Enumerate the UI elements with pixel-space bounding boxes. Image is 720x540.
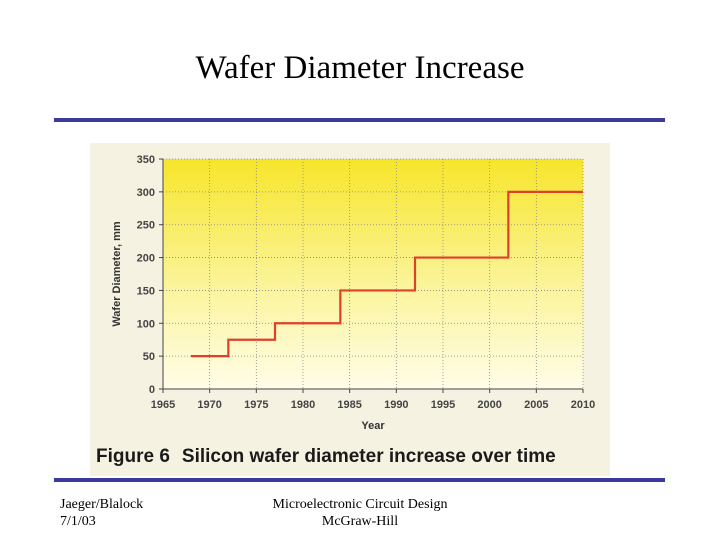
figure-number: Figure 6 xyxy=(96,446,170,467)
y-tick-label: 150 xyxy=(137,285,155,297)
x-tick-label: 1980 xyxy=(291,399,315,411)
x-tick-label: 2010 xyxy=(571,399,595,411)
x-tick-label: 1965 xyxy=(151,399,175,411)
slide-title: Wafer Diameter Increase xyxy=(195,50,525,86)
x-axis-label: Year xyxy=(361,420,385,432)
x-tick-label: 2000 xyxy=(477,399,501,411)
footer-author-date: Jaeger/Blalock 7/1/03 xyxy=(60,496,143,530)
footer-divider xyxy=(54,478,665,482)
title-divider xyxy=(54,118,665,122)
x-tick-label: 1975 xyxy=(244,399,268,411)
y-tick-label: 350 xyxy=(137,154,155,166)
footer-book-title: Microelectronic Circuit Design xyxy=(272,497,448,512)
figure-panel: 0 50 100 150 200 250 300 350 1965 1970 1975 1980 198… xyxy=(90,143,610,476)
x-tick-label: 1985 xyxy=(337,399,361,411)
figure-caption: Figure 6 Silicon wafer diameter increase … xyxy=(96,446,556,468)
diameter-step-line xyxy=(191,190,583,358)
y-tick-label: 300 xyxy=(137,187,155,199)
footer-book-publisher: Microelectronic Circuit Design McGraw-Hi… xyxy=(230,496,490,530)
y-tick-label: 200 xyxy=(137,253,155,265)
y-tick-label: 0 xyxy=(149,384,155,396)
y-tick-label: 250 xyxy=(137,220,155,232)
x-tick-label: 2005 xyxy=(524,399,548,411)
x-tick-label: 1970 xyxy=(197,399,221,411)
footer-publisher: McGraw-Hill xyxy=(321,514,399,529)
footer-date: 7/1/03 xyxy=(60,514,96,529)
y-axis-label: Wafer Diameter, mm xyxy=(111,221,123,327)
wafer-diameter-chart: 0 50 100 150 200 250 300 350 1965 1970 1975 1980 198… xyxy=(111,154,595,432)
x-tick-label: 1995 xyxy=(431,399,455,411)
y-tick-label: 100 xyxy=(137,318,155,330)
x-tick-label: 1990 xyxy=(384,399,408,411)
plot-area xyxy=(163,159,583,389)
y-tick-label: 50 xyxy=(143,351,155,363)
footer-author: Jaeger/Blalock xyxy=(60,497,144,512)
figure-caption-text: Silicon wafer diameter increase over tim… xyxy=(181,446,556,467)
